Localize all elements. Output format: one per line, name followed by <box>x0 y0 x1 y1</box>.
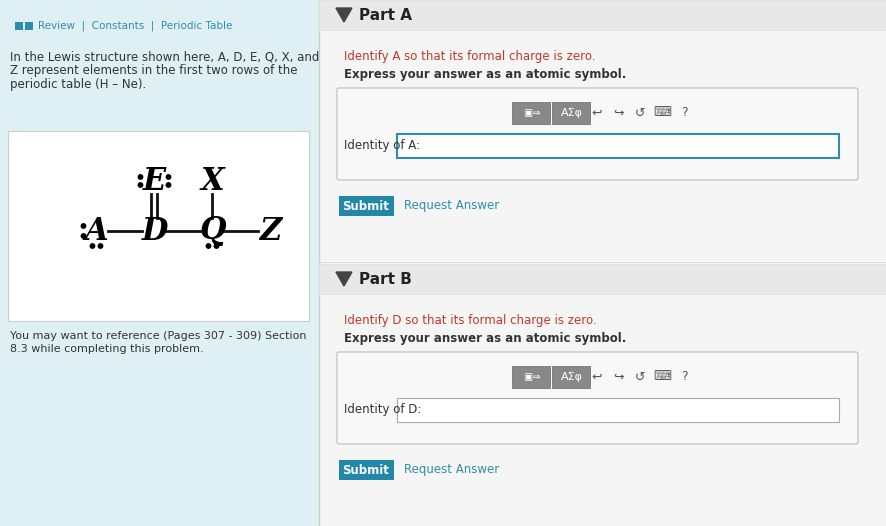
Circle shape <box>167 183 171 187</box>
Text: Request Answer: Request Answer <box>404 199 499 213</box>
Text: ↪: ↪ <box>613 106 624 119</box>
Text: ▣⇒: ▣⇒ <box>523 108 540 118</box>
Text: Z: Z <box>260 216 282 247</box>
Text: periodic table (H – Ne).: periodic table (H – Ne). <box>10 78 146 91</box>
Text: AΣφ: AΣφ <box>561 372 582 382</box>
Text: Submit: Submit <box>343 199 390 213</box>
Circle shape <box>214 244 219 248</box>
Bar <box>15 22 23 30</box>
Bar <box>512 102 550 124</box>
Text: ↩: ↩ <box>591 370 602 383</box>
Bar <box>319 0 886 526</box>
Bar <box>339 460 394 480</box>
Text: ↪: ↪ <box>613 370 624 383</box>
Circle shape <box>82 234 86 238</box>
Text: 8.3 while completing this problem.: 8.3 while completing this problem. <box>10 344 204 354</box>
Bar <box>0 0 319 526</box>
Bar <box>8 131 309 321</box>
Text: Express your answer as an atomic symbol.: Express your answer as an atomic symbol. <box>344 332 626 345</box>
Bar <box>25 22 33 30</box>
Text: Identity of A:: Identity of A: <box>344 139 420 153</box>
Text: D: D <box>141 216 167 247</box>
Text: Identify D so that its formal charge is zero.: Identify D so that its formal charge is … <box>344 314 596 327</box>
Text: ⌨: ⌨ <box>654 370 672 383</box>
Bar <box>397 398 839 422</box>
Polygon shape <box>336 272 352 286</box>
FancyBboxPatch shape <box>337 352 858 444</box>
Bar <box>319 0 886 30</box>
Text: Express your answer as an atomic symbol.: Express your answer as an atomic symbol. <box>344 68 626 81</box>
Text: Request Answer: Request Answer <box>404 463 499 477</box>
Circle shape <box>138 175 143 179</box>
Text: A: A <box>85 216 108 247</box>
Circle shape <box>206 244 211 248</box>
Text: ?: ? <box>681 106 688 119</box>
Bar <box>339 196 394 216</box>
Text: Part A: Part A <box>359 7 412 23</box>
Circle shape <box>82 224 86 228</box>
Text: ↺: ↺ <box>635 106 646 119</box>
Polygon shape <box>336 8 352 22</box>
Bar <box>319 264 886 294</box>
Text: ↩: ↩ <box>591 106 602 119</box>
Text: Q: Q <box>199 216 226 247</box>
Bar <box>397 134 839 158</box>
Text: ⌨: ⌨ <box>654 106 672 119</box>
Circle shape <box>167 175 171 179</box>
Circle shape <box>98 244 103 248</box>
Circle shape <box>90 244 95 248</box>
Text: Review  |  Constants  |  Periodic Table: Review | Constants | Periodic Table <box>38 21 232 31</box>
Text: ▣⇒: ▣⇒ <box>523 372 540 382</box>
Text: AΣφ: AΣφ <box>561 108 582 118</box>
Circle shape <box>138 183 143 187</box>
Text: ?: ? <box>681 370 688 383</box>
Text: In the Lewis structure shown here, A, D, E, Q, X, and: In the Lewis structure shown here, A, D,… <box>10 50 319 63</box>
Bar <box>553 102 590 124</box>
Bar <box>512 366 550 388</box>
Text: Identity of D:: Identity of D: <box>344 403 422 417</box>
Text: Part B: Part B <box>359 271 412 287</box>
Text: You may want to reference (Pages 307 - 309) Section: You may want to reference (Pages 307 - 3… <box>10 331 307 341</box>
Bar <box>553 366 590 388</box>
Text: E: E <box>143 166 166 197</box>
Text: Submit: Submit <box>343 463 390 477</box>
Text: Identify A so that its formal charge is zero.: Identify A so that its formal charge is … <box>344 50 595 63</box>
Text: ↺: ↺ <box>635 370 646 383</box>
Bar <box>319 262 886 263</box>
FancyBboxPatch shape <box>337 88 858 180</box>
Text: Z represent elements in the first two rows of the: Z represent elements in the first two ro… <box>10 64 298 77</box>
Text: X: X <box>200 166 224 197</box>
